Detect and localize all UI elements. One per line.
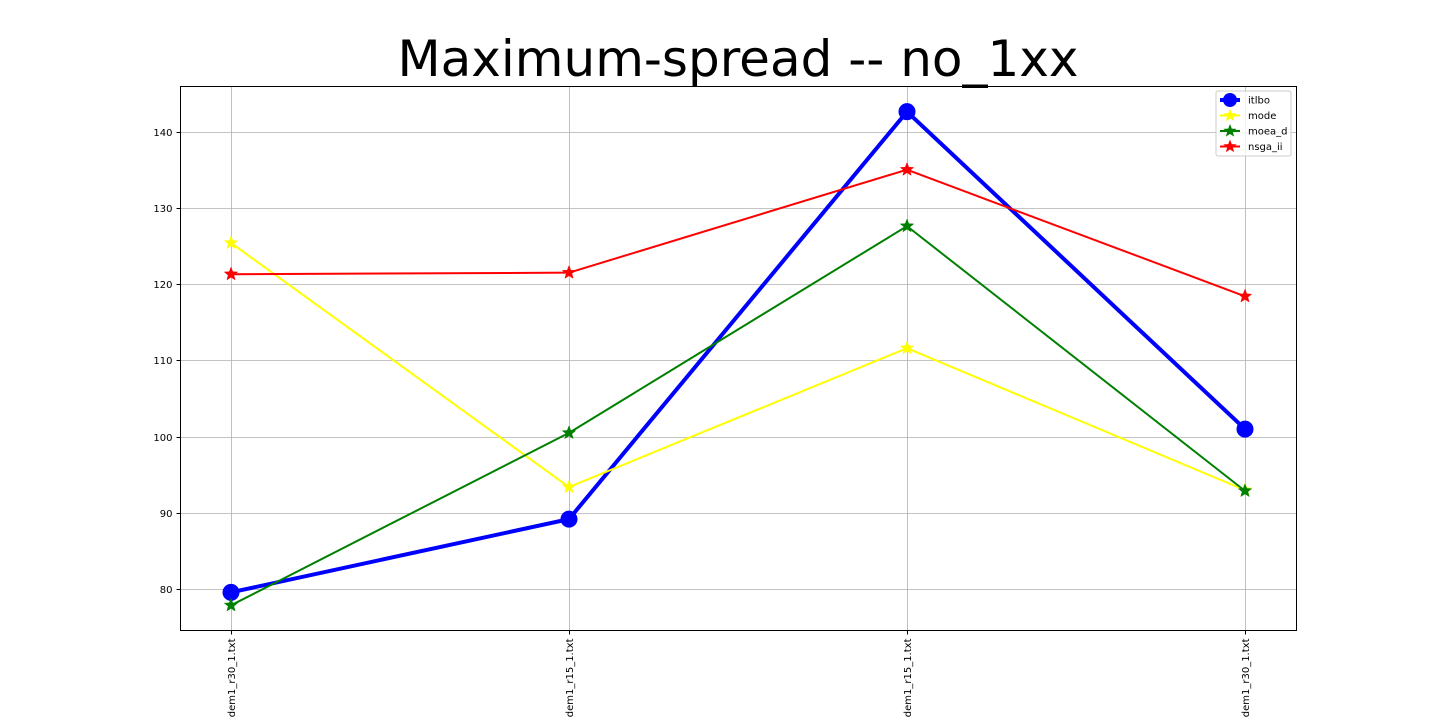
legend-entry-moea-d: moea_d	[1220, 124, 1288, 138]
legend: itlbo mode moea_d nsga_ii	[1215, 90, 1292, 157]
y-tick-label: 90	[160, 509, 173, 520]
legend-marker	[1223, 108, 1237, 122]
data-point	[223, 235, 239, 250]
x-axis: dem1_r30_1.txt dem1_r15_1.txt dem1_r15_1.t…	[227, 630, 1252, 717]
legend-label: moea_d	[1248, 127, 1288, 138]
legend-label: nsga_ii	[1248, 142, 1283, 153]
data-point	[1237, 288, 1253, 303]
series-nsga-ii	[223, 161, 1253, 303]
legend-frame	[1215, 90, 1292, 157]
data-point	[898, 103, 916, 121]
chart-title: Maximum-spread -- no_1xx	[398, 30, 1079, 88]
x-tick-label: dem1_r15_1.txt	[565, 638, 576, 717]
series-layer	[222, 103, 1254, 612]
legend-entry-mode: mode	[1220, 108, 1276, 122]
legend-marker	[1223, 93, 1237, 107]
legend-marker	[1223, 124, 1237, 137]
series-line	[230, 225, 1246, 607]
legend-items: itlbo mode moea_d nsga_ii	[1220, 93, 1288, 153]
series-line	[230, 242, 1246, 492]
data-point	[560, 510, 578, 528]
x-tick-label: dem1_r30_1.txt	[227, 638, 238, 717]
data-point	[561, 479, 577, 494]
series-itlbo	[222, 103, 1254, 601]
data-point	[1236, 420, 1254, 438]
legend-label: itlbo	[1248, 96, 1270, 107]
data-point	[899, 340, 915, 355]
plot-frame	[180, 86, 1297, 631]
y-tick-label: 130	[153, 204, 172, 215]
y-tick-label: 120	[153, 280, 172, 291]
data-point	[1237, 483, 1253, 498]
data-point	[899, 161, 915, 176]
data-point	[223, 266, 239, 281]
series-moea-d	[223, 218, 1253, 612]
x-tick-label: dem1_r30_1.txt	[1241, 638, 1252, 717]
data-point	[223, 597, 239, 612]
y-tick-label: 110	[153, 356, 172, 367]
series-line	[230, 109, 1247, 595]
grid-lines	[180, 86, 1297, 631]
y-axis: 80 90 100 110 120 130 140	[153, 128, 181, 596]
y-tick-label: 140	[153, 128, 172, 139]
y-tick-label: 100	[153, 433, 172, 444]
x-tick-label: dem1_r15_1.txt	[903, 638, 914, 717]
y-tick-label: 80	[160, 585, 173, 596]
legend-entry-itlbo: itlbo	[1220, 93, 1270, 107]
data-point	[561, 264, 577, 279]
legend-marker	[1223, 139, 1237, 153]
data-point	[561, 425, 577, 440]
series-line	[230, 168, 1246, 298]
legend-entry-nsga-ii: nsga_ii	[1220, 139, 1283, 153]
legend-label: mode	[1248, 111, 1276, 122]
data-point	[899, 218, 915, 233]
